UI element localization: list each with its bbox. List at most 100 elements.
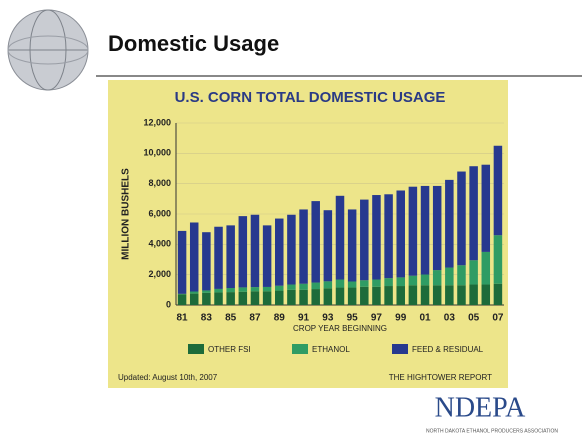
bar-segment: [335, 287, 345, 305]
bar-segment: [189, 291, 199, 294]
bar-segment: [177, 230, 187, 294]
y-tick-label: 12,000: [143, 117, 171, 127]
bar-segment: [189, 222, 199, 292]
bar-segment: [445, 267, 454, 286]
x-tick-label: 99: [395, 313, 407, 324]
bar-segment: [347, 287, 357, 305]
bar-segment: [214, 288, 223, 293]
y-tick-label: 8,000: [148, 178, 171, 188]
bar-segment: [177, 294, 187, 305]
y-tick-label: 0: [166, 299, 171, 309]
bar-segment: [226, 288, 235, 293]
x-tick-label: 83: [201, 313, 213, 324]
bar-segment: [323, 281, 333, 289]
x-tick-label: 03: [444, 313, 456, 324]
x-tick-label: 85: [225, 313, 237, 324]
x-tick-label: 01: [419, 313, 431, 324]
bar-segment: [287, 289, 296, 305]
legend-swatch: [188, 344, 204, 354]
legend-label: FEED & RESIDUAL: [412, 345, 484, 354]
source-note: THE HIGHTOWER REPORT: [389, 373, 492, 382]
x-tick-label: 07: [492, 313, 504, 324]
x-tick-label: 87: [249, 313, 261, 324]
bar-segment: [214, 226, 223, 289]
bar-segment: [287, 284, 296, 290]
bar-segment: [420, 274, 430, 286]
bar-segment: [262, 291, 272, 305]
bar-segment: [384, 286, 393, 305]
bar-segment: [481, 284, 491, 305]
bar-segment: [432, 185, 442, 271]
bar-segment: [469, 260, 478, 285]
legend-swatch: [292, 344, 308, 354]
bar-segment: [335, 279, 345, 288]
legend-label: OTHER FSI: [208, 345, 251, 354]
bar-segment: [432, 270, 442, 286]
bar-segment: [493, 283, 503, 305]
bar-segment: [432, 285, 442, 305]
y-axis-label: MILLION BUSHELS: [121, 168, 132, 260]
x-tick-label: 97: [371, 313, 383, 324]
bar-segment: [275, 285, 284, 291]
globe: [7, 9, 89, 91]
bar-segment: [384, 278, 393, 287]
slide-title: Domestic Usage: [108, 31, 279, 56]
bar-segment: [311, 282, 320, 290]
x-tick-label: 95: [347, 313, 359, 324]
bar-segment: [420, 185, 430, 275]
bar-segment: [226, 225, 235, 289]
bar-segment: [493, 235, 503, 284]
bar-segment: [384, 194, 393, 279]
bar-segment: [287, 214, 296, 285]
bar-segment: [372, 279, 381, 287]
bar-segment: [469, 284, 478, 305]
bar-segment: [420, 285, 430, 305]
bar-segment: [396, 277, 405, 287]
plot: 0 2,000 4,000 6,000 8,000 10,000 12,000 81 83 85 8…: [143, 117, 504, 354]
x-tick-label: 91: [298, 313, 310, 324]
logo-tagline: NORTH DAKOTA ETHANOL PRODUCERS ASSOCIATI…: [426, 428, 558, 434]
bar-segment: [408, 275, 418, 286]
bar-segment: [202, 290, 211, 293]
bar-segment: [457, 285, 466, 305]
bar-segment: [372, 195, 381, 280]
bar-segment: [360, 286, 369, 305]
chart-title: U.S. CORN TOTAL DOMESTIC USAGE: [175, 89, 446, 106]
bar-segment: [481, 251, 491, 285]
y-tick-label: 6,000: [148, 208, 171, 218]
bar-segment: [238, 291, 248, 305]
y-tick-label: 4,000: [148, 239, 171, 249]
y-tick-label: 2,000: [148, 269, 171, 279]
bar-segment: [311, 289, 320, 305]
bar-segment: [347, 281, 357, 288]
bar-segment: [335, 195, 345, 280]
x-tick-label: 81: [177, 313, 189, 324]
bar-segment: [323, 210, 333, 282]
bar-segment: [299, 283, 308, 290]
bar-segment: [408, 285, 418, 305]
bar-segment: [250, 291, 260, 305]
bar-segment: [360, 199, 369, 281]
bar-segment: [299, 289, 308, 305]
bar-segment: [226, 292, 235, 305]
bar-segment: [323, 288, 333, 305]
bar-segment: [445, 179, 454, 268]
bar-segment: [311, 201, 320, 283]
legend-swatch: [392, 344, 408, 354]
bar-segment: [469, 166, 478, 261]
bar-segment: [262, 225, 272, 287]
bar-segment: [238, 287, 248, 292]
bar-segment: [238, 216, 248, 288]
x-tick-label: 89: [274, 313, 286, 324]
bar-segment: [250, 287, 260, 292]
bar-segment: [202, 292, 211, 305]
x-tick-label: 93: [322, 313, 334, 324]
y-tick-label: 10,000: [143, 148, 171, 158]
bar-segment: [396, 190, 405, 278]
updated-note: Updated: August 10th, 2007: [118, 373, 218, 382]
bar-segment: [214, 292, 223, 305]
bar-segment: [177, 293, 187, 295]
bar-segment: [445, 285, 454, 305]
x-tick-label: 05: [468, 313, 480, 324]
